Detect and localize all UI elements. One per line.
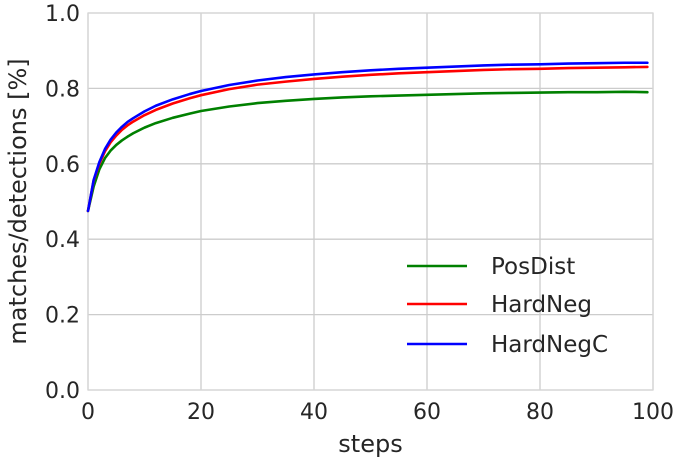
series-line-posdist (86, 90, 649, 213)
series-line-hardneg (86, 65, 649, 213)
y-tick-label: 0.4 (45, 228, 80, 253)
y-tick-label: 0.2 (45, 304, 80, 329)
x-tick-label: 40 (300, 400, 328, 425)
y-axis-label: matches/detections [%] (4, 58, 32, 344)
series-lines (86, 61, 649, 213)
legend-label-hardneg: HardNeg (491, 292, 592, 318)
plot-frame (87, 12, 654, 391)
y-tick-label: 0.6 (45, 153, 80, 178)
series-line-hardnegc (86, 61, 649, 213)
legend-label-posdist: PosDist (491, 254, 575, 280)
x-axis-label: steps (338, 430, 402, 458)
y-tick-label: 0.8 (45, 77, 80, 102)
legend: PosDist HardNeg HardNegC (407, 254, 608, 358)
legend-label-hardnegc: HardNegC (491, 332, 608, 358)
x-tick-label: 80 (526, 400, 554, 425)
x-tick-label: 0 (81, 400, 95, 425)
x-tick-label: 20 (187, 400, 215, 425)
x-tick-label: 100 (632, 400, 674, 425)
y-tick-label: 1.0 (45, 2, 80, 27)
y-tick-label: 0.0 (45, 379, 80, 404)
tick-labels: 0 20 40 60 80 100 0.0 0.2 0.4 0.6 0.8 1.0 (45, 2, 674, 425)
x-tick-label: 60 (413, 400, 441, 425)
